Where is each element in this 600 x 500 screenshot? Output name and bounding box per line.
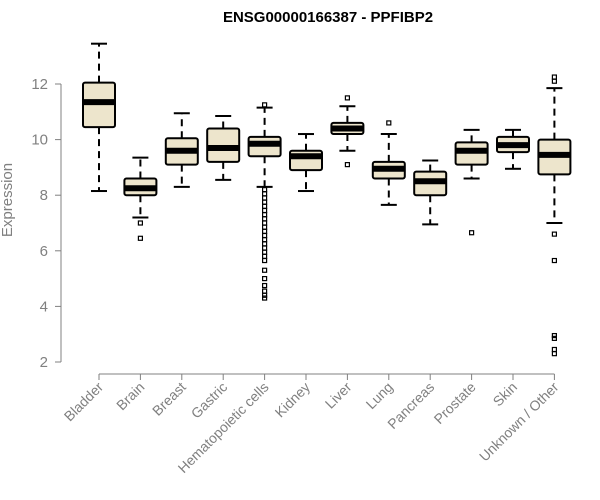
box-2 [164,112,199,188]
x-tick-label: Skin [490,379,521,410]
box-9 [454,128,489,236]
y-tick-label: 12 [31,76,48,93]
outlier-point [551,257,558,264]
box-7 [371,120,406,206]
outlier-point [137,235,143,241]
outlier-point [262,207,268,214]
y-tick-label: 2 [40,354,48,371]
outlier-point [262,220,268,226]
box-1 [123,156,158,241]
outlier-point [262,292,268,298]
y-tick-label: 4 [40,298,48,315]
outlier-point [262,224,268,230]
outlier-point [262,245,268,251]
x-tick-label: Unknown / Other [476,379,562,465]
outlier-point [262,191,268,197]
outlier-point [262,187,268,193]
plot-area [82,42,572,357]
outlier-point [262,237,268,243]
outlier-point [344,162,350,168]
outlier-point [137,220,143,226]
outlier-point [262,288,268,294]
outlier-point [551,335,558,341]
y-tick-label: 10 [31,132,48,149]
outlier-point [262,102,268,108]
box-10 [496,128,530,170]
box-4 [247,102,282,301]
box-0 [82,42,116,193]
outlier-point [262,267,268,273]
box-8 [413,159,448,226]
y-axis: 2 4 6 8 10 12 [31,76,62,371]
box-3 [206,114,241,181]
outlier-point [262,203,268,209]
y-tick-label: 8 [40,187,48,204]
outlier-point [262,199,268,205]
x-tick-label: Kidney [272,379,314,421]
outlier-point [262,241,268,247]
outlier-point [551,78,558,84]
x-tick-label: Bladder [61,379,107,425]
outlier-point [262,249,268,255]
outlier-point [551,231,558,237]
outlier-point [551,332,558,339]
outlier-point [262,253,268,259]
box-11 [537,74,572,357]
y-axis-label: Expression [0,163,16,237]
outlier-point [551,346,558,353]
x-tick-label: Brain [113,379,147,413]
chart-title: ENSG00000166387 - PPFIBP2 [223,9,433,26]
outlier-point [262,295,268,301]
outlier-point [386,120,392,126]
outlier-point [469,230,475,236]
outlier-point [262,216,268,222]
outlier-point [262,276,268,282]
box-5 [289,133,323,193]
outlier-point [262,282,268,289]
outlier-point [262,232,268,239]
outlier-point [344,95,350,101]
x-tick-label: Breast [149,379,189,419]
y-tick-label: 6 [40,243,48,260]
outlier-point [262,228,268,234]
outlier-point [262,257,268,264]
box-6 [330,95,365,168]
x-tick-label: Prostate [431,379,479,427]
outlier-point [262,195,268,201]
outlier-point [262,212,268,218]
x-tick-label: Liver [322,379,355,412]
outlier-point [551,74,558,80]
outlier-point [551,351,558,357]
x-tick-label: Lung [363,379,396,412]
